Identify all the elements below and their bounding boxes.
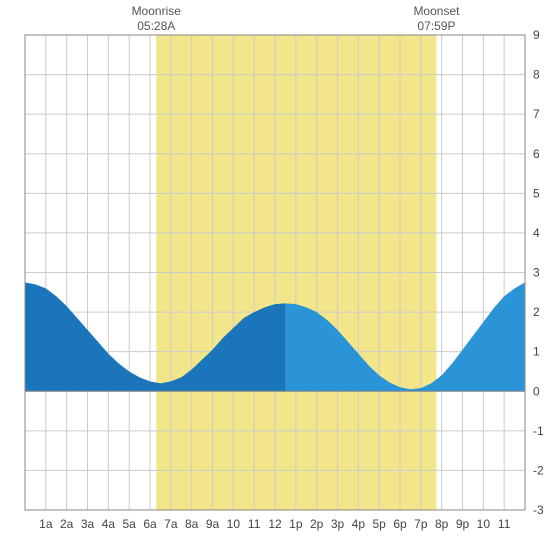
- x-tick-label: 7p: [414, 517, 428, 531]
- x-tick-label: 2a: [60, 517, 74, 531]
- y-tick-label: 5: [533, 186, 540, 200]
- x-tick-label: 3p: [331, 517, 345, 531]
- tide-chart: -3-2-101234567891a2a3a4a5a6a7a8a9a101112…: [0, 0, 550, 550]
- x-tick-label: 9a: [206, 517, 220, 531]
- x-tick-label: 11: [248, 517, 261, 531]
- y-tick-label: 7: [533, 107, 540, 121]
- x-tick-label: 3a: [81, 517, 95, 531]
- x-tick-label: 11: [498, 517, 511, 531]
- y-tick-label: -1: [533, 424, 544, 438]
- y-tick-label: 6: [533, 147, 540, 161]
- x-tick-label: 1p: [289, 517, 303, 531]
- y-tick-label: 1: [533, 345, 540, 359]
- moonset-time: 07:59P: [417, 19, 455, 33]
- y-tick-label: -3: [533, 503, 544, 517]
- x-tick-label: 5p: [372, 517, 386, 531]
- x-tick-label: 12: [268, 517, 282, 531]
- y-tick-label: -2: [533, 463, 544, 477]
- x-tick-label: 8p: [435, 517, 449, 531]
- x-tick-label: 1a: [39, 517, 53, 531]
- x-tick-label: 10: [227, 517, 241, 531]
- y-tick-label: 3: [533, 266, 540, 280]
- y-tick-label: 2: [533, 305, 540, 319]
- x-tick-label: 5a: [122, 517, 136, 531]
- chart-svg: -3-2-101234567891a2a3a4a5a6a7a8a9a101112…: [0, 0, 550, 550]
- x-tick-label: 8a: [185, 517, 199, 531]
- moonset-title: Moonset: [413, 4, 460, 18]
- x-tick-label: 9p: [456, 517, 470, 531]
- x-tick-label: 2p: [310, 517, 324, 531]
- x-tick-label: 10: [477, 517, 491, 531]
- x-tick-label: 7a: [164, 517, 178, 531]
- y-tick-label: 4: [533, 226, 540, 240]
- x-tick-label: 4a: [102, 517, 116, 531]
- x-tick-label: 6p: [393, 517, 407, 531]
- y-tick-label: 9: [533, 28, 540, 42]
- y-tick-label: 0: [533, 384, 540, 398]
- moonrise-time: 05:28A: [137, 19, 175, 33]
- x-tick-label: 6a: [143, 517, 157, 531]
- y-tick-label: 8: [533, 68, 540, 82]
- x-tick-label: 4p: [352, 517, 366, 531]
- moonrise-title: Moonrise: [132, 4, 182, 18]
